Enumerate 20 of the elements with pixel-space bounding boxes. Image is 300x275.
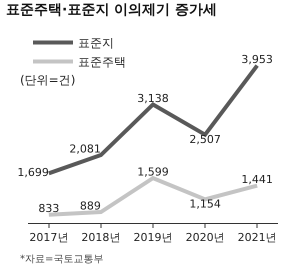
data-label: 1,699 [17,166,49,180]
data-label: 2,507 [189,132,221,146]
x-tick-label: 2021년 [238,231,277,244]
data-label: 889 [80,199,101,212]
chart-title: 표준주택·표준지 이의제기 증가세 [6,2,218,18]
data-label: 1,441 [241,172,273,186]
data-label: 2,081 [69,142,101,156]
legend-label: 표준주택 [78,55,126,70]
data-label: 1,599 [137,165,169,178]
x-tick-label: 2018년 [81,231,120,244]
data-label: 3,953 [241,52,273,66]
x-tick-label: 2019년 [134,231,172,244]
data-label: 833 [38,202,60,215]
text: *자료=국토교통부 [20,254,104,265]
legend-label: 표준지 [78,36,114,50]
x-tick-label: 2017년 [29,231,68,244]
x-tick-label: 2020년 [186,231,225,244]
data-label: 3,138 [137,92,169,105]
data-label: 1,154 [189,198,221,211]
text: (단위=건) [20,73,76,87]
